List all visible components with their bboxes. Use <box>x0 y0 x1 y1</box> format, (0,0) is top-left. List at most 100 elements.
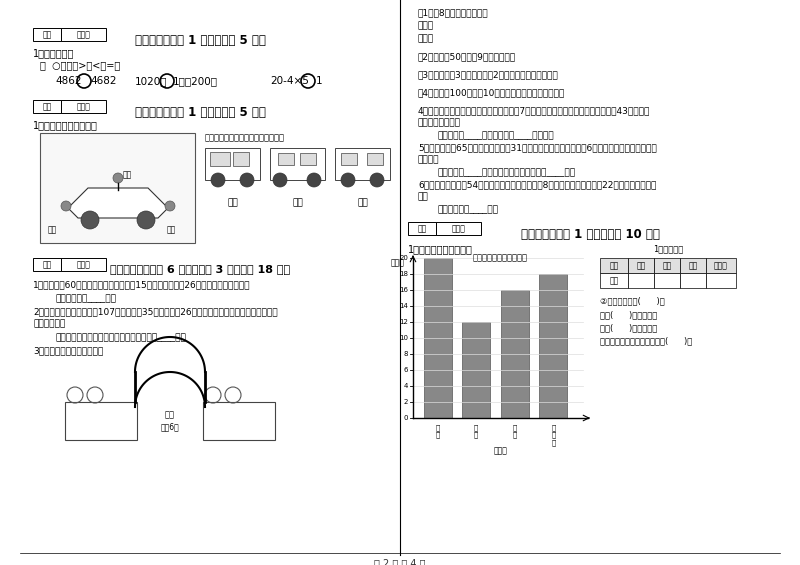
Bar <box>600 273 628 288</box>
Text: 十、综合题（共 1 大题，共计 10 分）: 十、综合题（共 1 大题，共计 10 分） <box>521 228 659 241</box>
Text: 乘法：: 乘法： <box>418 21 434 30</box>
Bar <box>367 153 383 165</box>
Bar <box>300 153 316 165</box>
Text: 小明: 小明 <box>357 198 368 207</box>
Text: 10: 10 <box>399 335 408 341</box>
Text: 门票: 门票 <box>165 410 175 419</box>
Bar <box>436 222 481 235</box>
Circle shape <box>113 173 123 183</box>
Text: 12: 12 <box>399 319 408 325</box>
Bar <box>628 273 654 288</box>
Text: 参加(      )的人数最少: 参加( )的人数最少 <box>600 323 658 332</box>
Bar <box>33 28 61 41</box>
Text: 6: 6 <box>403 367 408 373</box>
Bar <box>424 258 451 418</box>
Circle shape <box>61 201 71 211</box>
Text: 14: 14 <box>399 303 408 309</box>
Text: 4682: 4682 <box>90 76 117 86</box>
Bar <box>462 322 490 418</box>
Text: 第 2 页 共 4 页: 第 2 页 共 4 页 <box>374 558 426 565</box>
Bar <box>408 222 436 235</box>
Text: 七、连一连（共 1 大题，共计 5 分）: 七、连一连（共 1 大题，共计 5 分） <box>134 106 266 119</box>
Text: 3．星期日同学们去游乐园。: 3．星期日同学们去游乐园。 <box>33 346 103 355</box>
Bar <box>680 258 706 273</box>
Text: 1020克: 1020克 <box>135 76 167 86</box>
Text: 围
棋: 围 棋 <box>435 424 440 438</box>
Text: （3）小红买了3张门票，还剩2元钱，小红带了多少钱？: （3）小红买了3张门票，还剩2元钱，小红带了多少钱？ <box>418 70 558 79</box>
Text: 1千克200克: 1千克200克 <box>173 76 218 86</box>
Text: 1．看统计图回答问题。: 1．看统计图回答问题。 <box>408 244 473 254</box>
Text: 1: 1 <box>316 76 322 86</box>
Text: 得分: 得分 <box>42 30 52 39</box>
Bar <box>61 100 106 113</box>
Text: 18: 18 <box>399 271 408 277</box>
Text: 小红: 小红 <box>227 198 238 207</box>
Text: 每张6元: 每张6元 <box>161 422 179 431</box>
Circle shape <box>240 173 254 187</box>
Circle shape <box>307 173 321 187</box>
Bar <box>706 258 736 273</box>
Bar <box>628 258 654 273</box>
Bar <box>210 152 230 166</box>
Text: 评卷人: 评卷人 <box>451 224 466 233</box>
Text: 围棋: 围棋 <box>636 261 646 270</box>
Text: 请你连一连，下面分别是谁看到的？: 请你连一连，下面分别是谁看到的？ <box>205 133 285 142</box>
Text: 项目: 项目 <box>610 261 618 270</box>
Text: 美木: 美木 <box>688 261 698 270</box>
Text: 2: 2 <box>404 399 408 405</box>
Text: 20: 20 <box>399 255 408 261</box>
Text: 在  ○里填上>、<或=。: 在 ○里填上>、<或=。 <box>40 60 120 70</box>
Circle shape <box>341 173 355 187</box>
Text: 4862: 4862 <box>55 76 82 86</box>
Bar <box>278 153 294 165</box>
Text: 朵数多几朵？: 朵数多几朵？ <box>33 319 66 328</box>
Bar <box>341 153 357 165</box>
Circle shape <box>137 211 155 229</box>
Text: 8: 8 <box>403 351 408 357</box>
Bar <box>205 148 260 180</box>
Text: （1）买8张门票用多少元？: （1）买8张门票用多少元？ <box>418 8 489 17</box>
Bar <box>33 258 61 271</box>
Text: （人）: （人） <box>391 258 405 267</box>
Bar <box>335 148 390 180</box>
Text: 5．停车场上有65辆小汽车，开走了31辆，还剩下多少辆？又开来6辆，现在停车场上有小汽车: 5．停车场上有65辆小汽车，开走了31辆，还剩下多少辆？又开来6辆，现在停车场上… <box>418 143 657 152</box>
Text: 得分: 得分 <box>42 102 52 111</box>
Text: 乒
乓
球: 乒 乓 球 <box>551 424 555 446</box>
Text: 小亮: 小亮 <box>48 225 58 234</box>
Text: 八、解决问题（共 6 小题，每题 3 分，共计 18 分）: 八、解决问题（共 6 小题，每题 3 分，共计 18 分） <box>110 264 290 274</box>
Text: 0: 0 <box>403 415 408 421</box>
Text: 阅读: 阅读 <box>662 261 672 270</box>
Bar <box>680 273 706 288</box>
Text: 得分: 得分 <box>418 224 426 233</box>
Text: 4．操场上有一群学生又来了男生、女生各7人，新来了多少学生？现在操场上共有43个学生原: 4．操场上有一群学生又来了男生、女生各7人，新来了多少学生？现在操场上共有43个… <box>418 106 650 115</box>
Bar <box>233 152 249 166</box>
Text: 1．观察物体，连一连。: 1．观察物体，连一连。 <box>33 120 98 130</box>
Text: 答：新来了____学生，原来有____个学生。: 答：新来了____学生，原来有____个学生。 <box>438 131 554 140</box>
Text: 答：还剩下____辆，现在停车场上有小汽车____辆。: 答：还剩下____辆，现在停车场上有小汽车____辆。 <box>438 168 576 177</box>
Bar <box>539 274 567 418</box>
Text: 兴趣组: 兴趣组 <box>494 446 507 455</box>
Text: 小明: 小明 <box>167 225 176 234</box>
Circle shape <box>273 173 287 187</box>
Text: 个？: 个？ <box>418 192 429 201</box>
Text: 人数: 人数 <box>610 276 618 285</box>
Bar <box>65 402 137 440</box>
Text: （4）小红拿100元，买10张门票，还可以剩下多少钱？: （4）小红拿100元，买10张门票，还可以剩下多少钱？ <box>418 88 566 97</box>
Text: 加法：: 加法： <box>418 34 434 43</box>
Text: 答：现在还剩____副。: 答：现在还剩____副。 <box>55 294 116 303</box>
Text: 得分: 得分 <box>42 260 52 269</box>
Text: 来有多少个学生？: 来有多少个学生？ <box>418 118 461 127</box>
Circle shape <box>165 201 175 211</box>
Text: 小东: 小东 <box>292 198 303 207</box>
Text: 多少辆？: 多少辆？ <box>418 155 439 164</box>
Text: 二年级参加兴趣小组情况: 二年级参加兴趣小组情况 <box>473 253 528 262</box>
Text: （2）小莉拿50元，买9张门票够吗？: （2）小莉拿50元，买9张门票够吗？ <box>418 52 516 61</box>
Text: 答：折红花的朵数比黄花和白花的总朵数多____朵。: 答：折红花的朵数比黄花和白花的总朵数多____朵。 <box>55 333 186 342</box>
Bar <box>61 258 106 271</box>
Text: 评卷人: 评卷人 <box>77 30 90 39</box>
Text: ②二年级一共有(      )人: ②二年级一共有( )人 <box>600 296 665 305</box>
Bar <box>706 273 736 288</box>
Text: 2．同学们折纸花，折红花107朵，折黄花35朵，折白花26朵。折红花的朵数比黄花和白花的总: 2．同学们折纸花，折红花107朵，折黄花35朵，折白花26朵。折红花的朵数比黄花… <box>33 307 278 316</box>
Text: 答：现在剩下____个。: 答：现在剩下____个。 <box>438 205 499 214</box>
Bar <box>61 28 106 41</box>
